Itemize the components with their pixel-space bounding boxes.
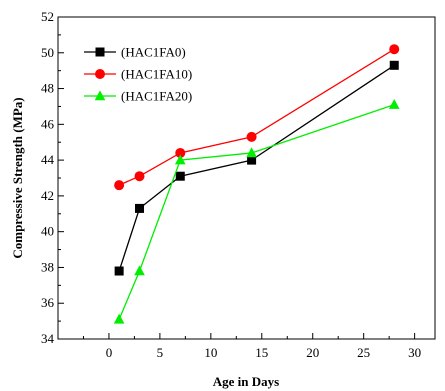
legend-label: (HAC1FA20): [121, 89, 192, 104]
y-tick-label: 42: [41, 188, 54, 203]
y-tick-label: 52: [41, 9, 54, 24]
data-point-triangle: [246, 147, 257, 158]
data-point-circle: [134, 171, 145, 182]
x-tick-label: 10: [204, 345, 217, 360]
x-tick-label: 30: [408, 345, 421, 360]
x-tick-label: 25: [357, 345, 370, 360]
x-tick-label: 20: [306, 345, 319, 360]
legend-item: (HAC1FA0): [84, 45, 186, 60]
series-hac1fa0: [114, 60, 399, 276]
x-tick-label: 15: [255, 345, 268, 360]
data-point-square: [114, 266, 124, 276]
x-axis-title: Age in Days: [213, 374, 279, 389]
data-point-triangle: [388, 98, 400, 109]
legend-label: (HAC1FA10): [121, 67, 192, 82]
data-point-triangle: [134, 265, 145, 276]
y-tick-label: 40: [41, 224, 54, 239]
series-layer: [113, 44, 400, 324]
y-axis: 34 36 38 40 42 44 46 48 50 52: [41, 9, 64, 346]
data-point-circle: [95, 69, 105, 79]
data-point-triangle: [113, 313, 125, 324]
data-point-circle: [114, 180, 125, 191]
x-tick-label: 0: [106, 345, 113, 360]
data-point-square: [95, 47, 105, 57]
y-tick-label: 48: [41, 81, 54, 96]
legend-item: (HAC1FA10): [84, 67, 192, 82]
data-point-circle: [389, 44, 400, 55]
series-line: [118, 104, 395, 320]
plot-area-frame: [57, 16, 436, 340]
data-point-square: [389, 60, 399, 70]
y-tick-label: 46: [41, 116, 55, 131]
x-axis: 0 5 10 15 20 25 30: [82, 333, 421, 360]
data-point-triangle: [174, 154, 186, 165]
x-tick-label: 5: [157, 345, 164, 360]
data-point-triangle: [94, 90, 106, 101]
y-axis-title: Compressive Strength (MPa): [10, 97, 25, 258]
legend-label: (HAC1FA0): [121, 45, 186, 60]
data-point-square: [247, 155, 257, 165]
y-tick-label: 44: [41, 152, 55, 167]
data-point-square: [135, 203, 145, 213]
data-point-circle: [246, 131, 257, 142]
data-point-square: [175, 171, 185, 181]
y-tick-label: 38: [41, 259, 54, 274]
y-tick-label: 34: [41, 331, 55, 346]
y-tick-label: 50: [41, 45, 54, 60]
legend: (HAC1FA0) (HAC1FA10) (HAC1FA20): [84, 45, 192, 104]
series-hac1fa10: [114, 44, 400, 191]
legend-item: (HAC1FA20): [84, 89, 192, 104]
y-tick-label: 36: [41, 295, 55, 310]
data-point-circle: [175, 147, 186, 158]
series-hac1fa20: [113, 98, 400, 324]
